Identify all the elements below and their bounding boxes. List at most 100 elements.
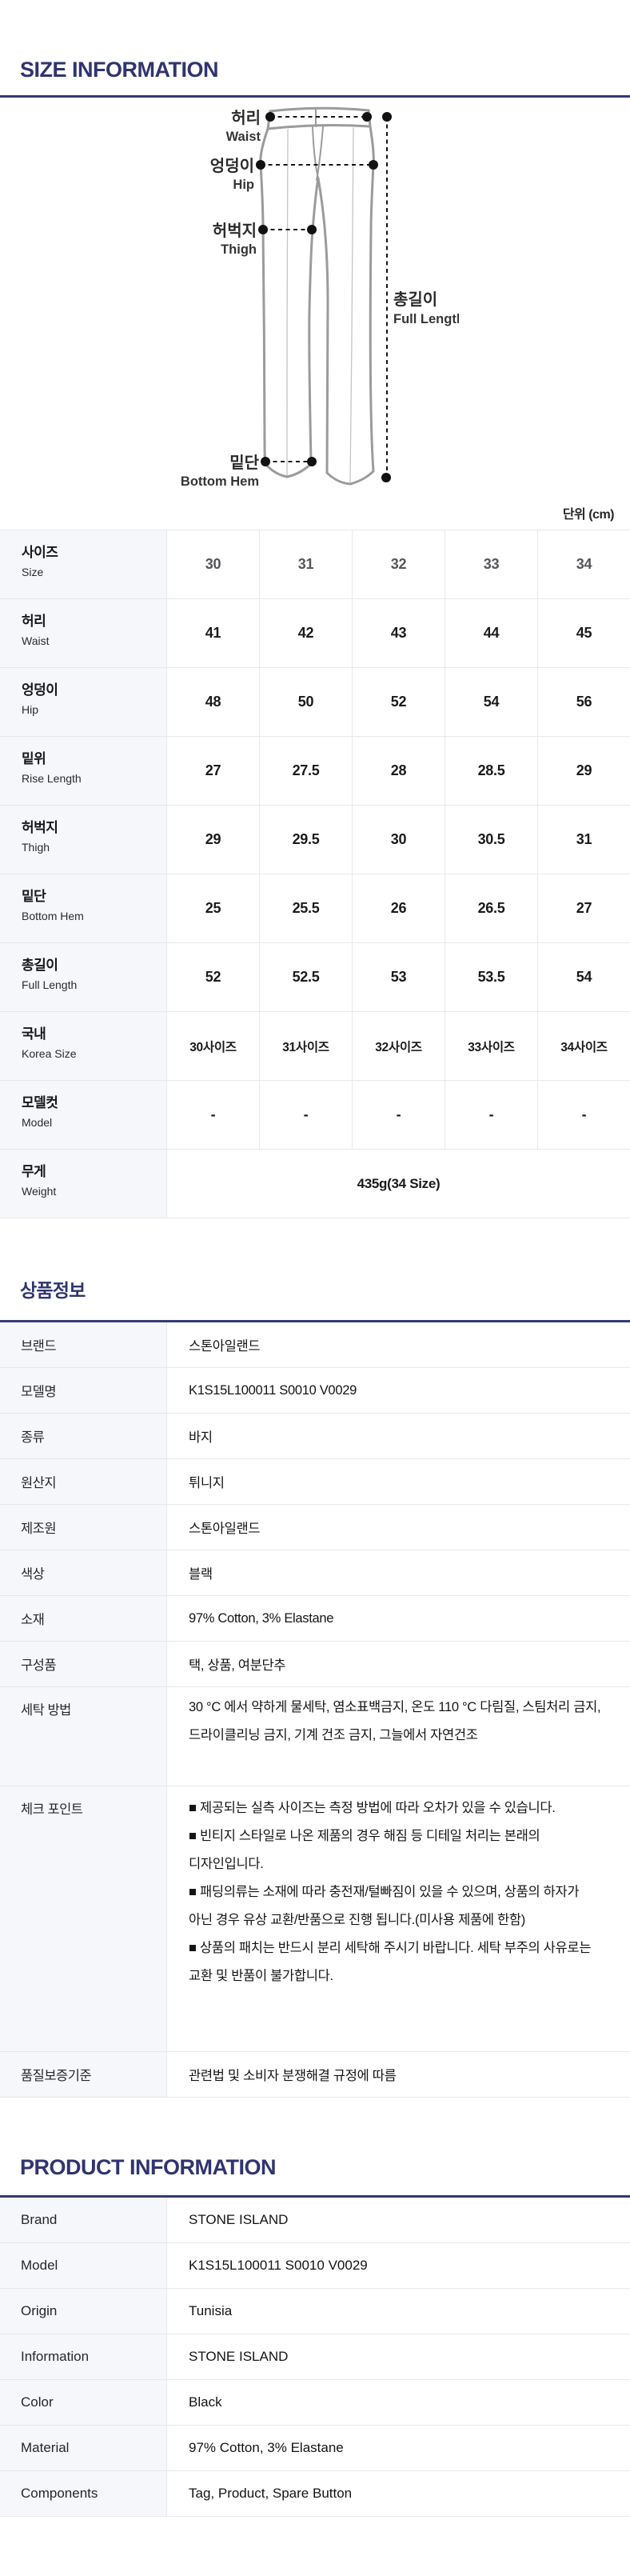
size-cell: 34사이즈 bbox=[537, 1012, 630, 1080]
info-value: 스톤아일랜드 bbox=[166, 1505, 630, 1550]
size-table-row: 모델컷 Model - - - - - bbox=[0, 1081, 630, 1150]
info-label: Model bbox=[0, 2243, 166, 2288]
info-row: Color Black bbox=[0, 2380, 630, 2426]
size-cell: 53.5 bbox=[445, 943, 537, 1011]
product-info-en-title: PRODUCT INFORMATION bbox=[20, 2155, 276, 2179]
size-cell: 32 bbox=[352, 530, 445, 598]
size-cell: 33 bbox=[445, 530, 537, 598]
info-value: 택, 상품, 여분단추 bbox=[166, 1642, 630, 1686]
info-label: Information bbox=[0, 2334, 166, 2379]
check-point-item: ■ 상품의 패치는 반드시 분리 세탁해 주시기 바랍니다. 세탁 부주의 사유… bbox=[189, 1941, 592, 1983]
size-cell: - bbox=[352, 1081, 445, 1149]
measurement-dots bbox=[256, 112, 392, 482]
row-label-cell: 밑단 Bottom Hem bbox=[0, 874, 166, 942]
size-cell: 45 bbox=[537, 599, 630, 667]
diagram-thigh-label-ko: 허벅지 bbox=[213, 222, 257, 240]
row-label-en: Thigh bbox=[22, 841, 50, 854]
size-table-row: 엉덩이 Hip 48 50 52 54 56 bbox=[0, 668, 630, 737]
info-label: Color bbox=[0, 2380, 166, 2425]
info-label: 구성품 bbox=[0, 1642, 166, 1686]
size-section-divider bbox=[0, 95, 630, 98]
info-label: 원산지 bbox=[0, 1459, 166, 1504]
row-label-cell: 밑위 Rise Length bbox=[0, 737, 166, 805]
size-cell: 42 bbox=[259, 599, 352, 667]
info-label: Material bbox=[0, 2426, 166, 2470]
size-cell: 33사이즈 bbox=[445, 1012, 537, 1080]
size-table-row: 허벅지 Thigh 29 29.5 30 30.5 31 bbox=[0, 806, 630, 874]
size-cell: - bbox=[445, 1081, 537, 1149]
size-cell: 29 bbox=[166, 806, 259, 874]
measurement-dashed-lines bbox=[261, 116, 388, 475]
size-cell: 48 bbox=[166, 668, 259, 736]
info-label: 모델명 bbox=[0, 1368, 166, 1413]
size-cell: 54 bbox=[445, 668, 537, 736]
info-row: Model K1S15L100011 S0010 V0029 bbox=[0, 2243, 630, 2289]
product-info-ko-title: 상품정보 bbox=[20, 1280, 86, 1301]
info-row: 모델명 K1S15L100011 S0010 V0029 bbox=[0, 1368, 630, 1414]
size-cell: 52.5 bbox=[259, 943, 352, 1011]
row-label-ko: 허벅지 bbox=[22, 820, 58, 835]
diagram-waist-label-ko: 허리 bbox=[231, 109, 261, 127]
info-row: 원산지 튀니지 bbox=[0, 1459, 630, 1505]
diagram-hip-label-ko: 엉덩이 bbox=[210, 157, 254, 175]
info-row: 브랜드 스톤아일랜드 bbox=[0, 1322, 630, 1368]
size-cell: 25 bbox=[166, 874, 259, 942]
size-cell: 52 bbox=[166, 943, 259, 1011]
diagram-bottom-hem-label-ko: 밑단 bbox=[229, 454, 259, 472]
info-row: 소재 97% Cotton, 3% Elastane bbox=[0, 1596, 630, 1642]
row-label-cell: 모델컷 Model bbox=[0, 1081, 166, 1149]
diagram-waist-label-en: Waist bbox=[226, 130, 261, 144]
row-label-en: Size bbox=[22, 566, 44, 578]
info-value: 관련법 및 소비자 분쟁해결 규정에 따름 bbox=[166, 2052, 630, 2097]
row-label-cell: 총길이 Full Length bbox=[0, 943, 166, 1011]
size-cell: 53 bbox=[352, 943, 445, 1011]
info-label: Components bbox=[0, 2471, 166, 2516]
size-cell: 29.5 bbox=[259, 806, 352, 874]
info-label: 색상 bbox=[0, 1550, 166, 1595]
info-value: 블랙 bbox=[166, 1550, 630, 1595]
size-cell: 32사이즈 bbox=[352, 1012, 445, 1080]
check-points-row: 체크 포인트 ■ 제공되는 실측 사이즈는 측정 방법에 따라 오차가 있을 수… bbox=[0, 1786, 630, 2052]
size-cell: 28 bbox=[352, 737, 445, 805]
check-points-list: ■ 제공되는 실측 사이즈는 측정 방법에 따라 오차가 있을 수 있습니다. … bbox=[166, 1786, 630, 2051]
size-cell: 26 bbox=[352, 874, 445, 942]
info-value: STONE ISLAND bbox=[166, 2198, 630, 2242]
info-label: Brand bbox=[0, 2198, 166, 2242]
info-value: 바지 bbox=[166, 1414, 630, 1458]
row-label-cell: 엉덩이 Hip bbox=[0, 668, 166, 736]
info-value: STONE ISLAND bbox=[166, 2334, 630, 2379]
size-cell: - bbox=[259, 1081, 352, 1149]
size-table: 사이즈 Size 30 31 32 33 34 허리 Waist 41 42 4… bbox=[0, 530, 630, 1218]
size-cell: 34 bbox=[537, 530, 630, 598]
size-cell: 27 bbox=[537, 874, 630, 942]
diagram-hip-label-en: Hip bbox=[233, 178, 254, 192]
check-point-item: ■ 패딩의류는 소재에 따라 충전재/털빠짐이 있을 수 있으며, 상품의 하자… bbox=[189, 1885, 580, 1927]
row-label-en: Waist bbox=[22, 634, 50, 647]
size-cell: 44 bbox=[445, 599, 537, 667]
info-label: 소재 bbox=[0, 1596, 166, 1641]
row-label-en: Bottom Hem bbox=[22, 910, 84, 922]
size-cell: 27.5 bbox=[259, 737, 352, 805]
row-label-ko: 밑위 bbox=[22, 751, 46, 766]
info-row: 색상 블랙 bbox=[0, 1550, 630, 1596]
size-table-row: 밑위 Rise Length 27 27.5 28 28.5 29 bbox=[0, 737, 630, 806]
info-label: 제조원 bbox=[0, 1505, 166, 1550]
check-point-item: ■ 제공되는 실측 사이즈는 측정 방법에 따라 오차가 있을 수 있습니다. bbox=[189, 1801, 556, 1815]
size-table-row: 국내 Korea Size 30사이즈 31사이즈 32사이즈 33사이즈 34… bbox=[0, 1012, 630, 1081]
info-value: Black bbox=[166, 2380, 630, 2425]
weight-value-cell: 435g(34 Size) bbox=[166, 1150, 630, 1218]
row-label-en: Rise Length bbox=[22, 772, 82, 785]
row-label-cell: 허리 Waist bbox=[0, 599, 166, 667]
pants-measurement-diagram: 허리 Waist 엉덩이 Hip 허벅지 Thigh 총길이 Full Leng… bbox=[181, 106, 459, 489]
info-value: K1S15L100011 S0010 V0029 bbox=[166, 1368, 630, 1413]
size-table-row: 사이즈 Size 30 31 32 33 34 bbox=[0, 530, 630, 599]
size-table-row: 밑단 Bottom Hem 25 25.5 26 26.5 27 bbox=[0, 874, 630, 943]
info-value: 튀니지 bbox=[166, 1459, 630, 1504]
size-cell: 30 bbox=[166, 530, 259, 598]
info-value: Tunisia bbox=[166, 2289, 630, 2334]
size-cell: 28.5 bbox=[445, 737, 537, 805]
info-value: Tag, Product, Spare Button bbox=[166, 2471, 630, 2516]
size-cell: 56 bbox=[537, 668, 630, 736]
info-value: 스톤아일랜드 bbox=[166, 1322, 630, 1367]
size-cell: 31 bbox=[537, 806, 630, 874]
